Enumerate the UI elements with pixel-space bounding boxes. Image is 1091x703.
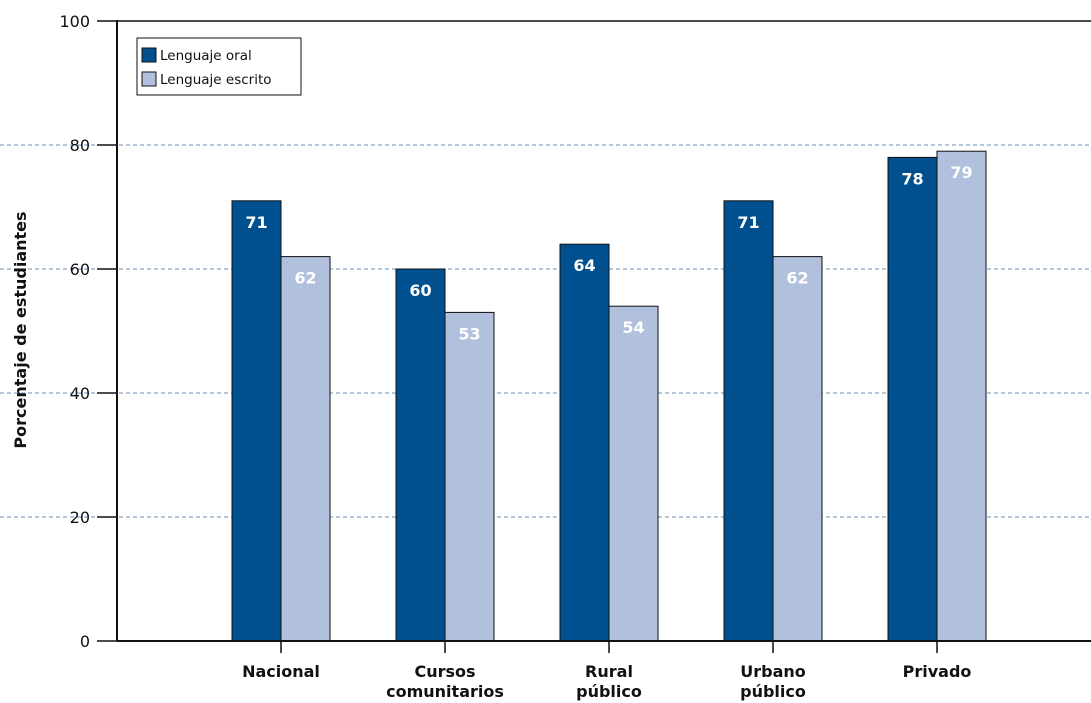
bar-oral xyxy=(887,156,938,642)
bar-oral xyxy=(559,243,610,642)
bar-value-label: 78 xyxy=(901,169,923,188)
bar-value-label: 71 xyxy=(245,213,267,232)
bar-value-label: 79 xyxy=(950,163,972,182)
bar-escrito xyxy=(772,256,823,642)
x-tick-label: Rural público xyxy=(576,662,642,701)
bar-value-label: 62 xyxy=(786,269,808,288)
bar-escrito xyxy=(280,256,331,642)
y-tick-labels: 0 20 40 60 80 100 xyxy=(59,12,90,651)
x-tick-label: Cursos comunitarios xyxy=(386,662,504,701)
y-tick-label: 60 xyxy=(70,260,90,279)
bar-value-label: 60 xyxy=(409,281,431,300)
bars: 71 62 60 53 64 54 71 62 78 79 xyxy=(231,150,987,642)
y-tick-label: 80 xyxy=(70,136,90,155)
legend-swatch xyxy=(141,71,157,87)
x-tick-label: Privado xyxy=(903,662,972,681)
x-tick-label: Urbano público xyxy=(740,662,806,701)
bar-escrito xyxy=(608,305,659,642)
legend-swatch xyxy=(141,47,157,63)
bar-value-label: 62 xyxy=(294,269,316,288)
legend-label: Lenguaje oral xyxy=(160,48,252,64)
y-tick-label: 100 xyxy=(59,12,90,31)
bar-value-label: 53 xyxy=(458,324,480,343)
bar-oral xyxy=(723,200,774,642)
axes xyxy=(97,20,1091,653)
legend-box xyxy=(136,37,302,96)
bar-value-label: 71 xyxy=(737,213,759,232)
legend-label: Lenguaje escrito xyxy=(160,72,272,88)
legend: Lenguaje oral Lenguaje escrito xyxy=(136,37,302,96)
bar-value-label: 64 xyxy=(573,256,595,275)
bar-escrito xyxy=(936,150,987,642)
bar-oral xyxy=(231,200,282,642)
bar-value-label: 54 xyxy=(622,318,644,337)
y-tick-label: 0 xyxy=(80,632,90,651)
x-tick-label: Nacional xyxy=(242,662,320,681)
y-axis-label: Porcentaje de estudiantes xyxy=(11,211,30,448)
y-tick-label: 40 xyxy=(70,384,90,403)
y-tick-label: 20 xyxy=(70,508,90,527)
x-tick-labels: Nacional Cursos comunitarios Rural público Ur… xyxy=(242,662,971,701)
bar-escrito xyxy=(444,311,495,642)
bar-oral xyxy=(395,268,446,642)
